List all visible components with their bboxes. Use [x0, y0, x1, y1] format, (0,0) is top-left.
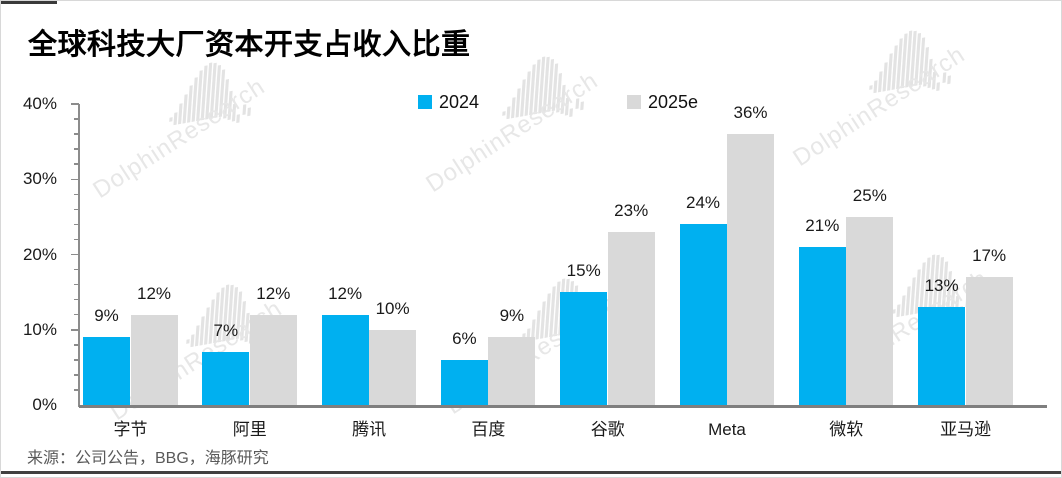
- bar-value-label: 9%: [94, 306, 119, 326]
- bar-value-label: 21%: [805, 215, 840, 235]
- category-label: 阿里: [232, 420, 267, 439]
- y-axis-tick: [74, 238, 79, 241]
- bar-value-label: 10%: [375, 298, 410, 318]
- bar-value-label: 17%: [972, 246, 1007, 266]
- legend-2025e-swatch-icon: [627, 95, 641, 109]
- y-axis-tick: [74, 268, 79, 271]
- bar-2024: [440, 359, 488, 405]
- y-axis-tick: [71, 329, 79, 331]
- bar-value-label: 12%: [256, 283, 291, 303]
- bar-2025e: [488, 337, 536, 405]
- legend-item-2025e: 2025e: [627, 89, 698, 115]
- bar-value-label: 24%: [685, 193, 721, 213]
- bar-value-label: 12%: [136, 283, 172, 303]
- y-axis-tick: [74, 133, 79, 135]
- bar-2025e: [965, 277, 1013, 405]
- y-axis-tick: [74, 374, 79, 376]
- y-axis-tick: [74, 313, 79, 316]
- bar-2025e: [607, 231, 655, 405]
- category-label: Meta: [708, 420, 746, 439]
- y-axis-tick: [71, 253, 79, 256]
- y-axis-tick-label: 0%: [32, 395, 57, 414]
- source-note: 来源：公司公告，BBG，海豚研究: [27, 450, 269, 467]
- legend-2024-label: 2024: [439, 92, 480, 112]
- category-label: 谷歌: [590, 420, 625, 439]
- bar-2025e: [846, 216, 894, 405]
- category-label: 亚马逊: [940, 420, 992, 439]
- bar-2025e: [249, 314, 297, 405]
- category-label: 微软: [829, 420, 864, 439]
- y-axis-tick: [74, 223, 79, 226]
- bar-value-label: 25%: [852, 185, 887, 205]
- category-label: 百度: [471, 420, 506, 439]
- bar-2024: [321, 314, 369, 405]
- y-axis-tick: [74, 193, 79, 196]
- legend-2025e-label: 2025e: [648, 92, 699, 112]
- y-axis-tick: [74, 283, 79, 286]
- y-axis-tick-label: 20%: [22, 244, 57, 264]
- y-axis-tick-label: 10%: [22, 319, 57, 339]
- legend: 2024 2025e: [1, 89, 1061, 115]
- y-axis-tick-label: 40%: [22, 94, 57, 113]
- legend-2024-swatch-icon: [418, 95, 432, 109]
- bar-value-label: 9%: [499, 306, 525, 326]
- y-axis-tick: [74, 118, 79, 120]
- y-axis-tick: [74, 298, 79, 301]
- bar-2024: [83, 337, 130, 405]
- y-axis-tick: [74, 163, 79, 165]
- y-axis-tick: [74, 344, 79, 346]
- bar-2024: [560, 292, 608, 405]
- bar-value-label: 15%: [566, 261, 601, 281]
- y-axis-tick: [74, 359, 79, 361]
- bar-2024: [679, 224, 727, 405]
- bar-2024: [798, 246, 846, 405]
- bar-2025e: [727, 134, 774, 405]
- bar-value-label: 12%: [328, 283, 363, 303]
- top-left-rule: [1, 1, 57, 4]
- bar-value-label: 36%: [733, 103, 768, 123]
- category-label: 字节: [113, 420, 148, 439]
- y-axis-tick: [74, 389, 79, 391]
- bar-2024: [918, 307, 966, 405]
- y-axis-tick: [74, 208, 79, 211]
- bar-2024: [202, 352, 250, 405]
- x-axis-line: [79, 405, 1047, 408]
- y-axis-tick: [71, 103, 79, 105]
- legend-item-2024: 2024: [418, 89, 479, 115]
- bar-value-label: 23%: [614, 200, 649, 220]
- bottom-rule: [1, 471, 1061, 474]
- bar-2025e: [130, 314, 178, 405]
- category-label: 腾讯: [352, 420, 387, 439]
- y-axis-line: [78, 104, 80, 407]
- y-axis-tick: [71, 178, 79, 180]
- bar-value-label: 6%: [452, 328, 477, 348]
- y-axis-tick-label: 30%: [22, 169, 57, 189]
- bar-2025e: [369, 329, 417, 405]
- chart-title: 全球科技大厂资本开支占收入比重: [28, 29, 471, 61]
- y-axis-tick: [74, 148, 79, 150]
